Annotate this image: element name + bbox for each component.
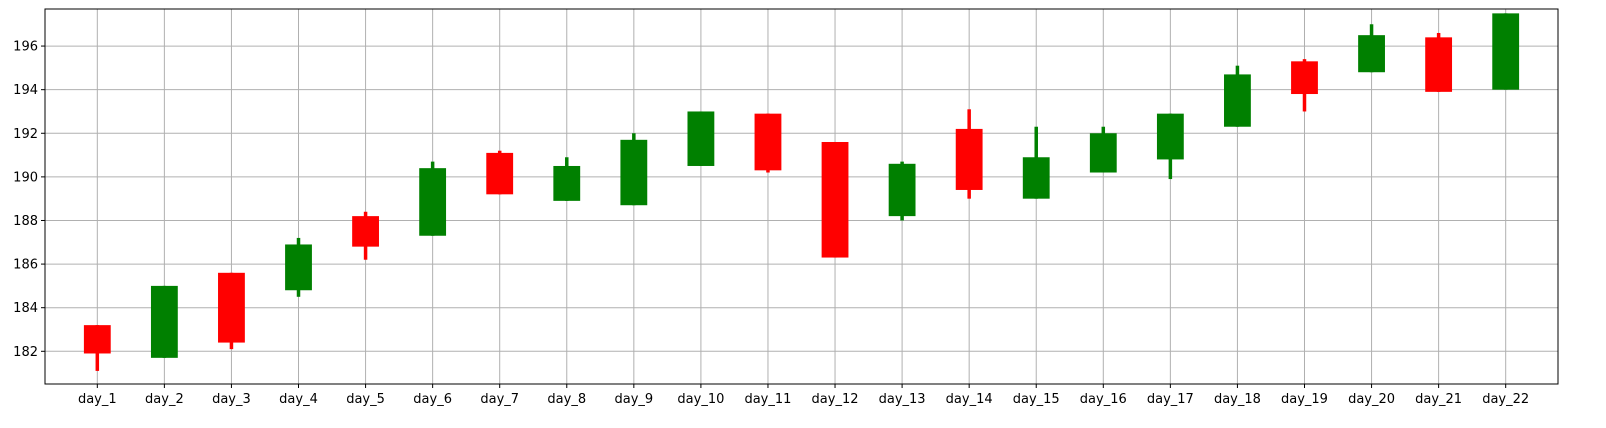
plot-frame <box>44 8 1559 385</box>
candle-body <box>1291 61 1318 95</box>
candle-body <box>687 111 715 166</box>
x-tick-label: day_6 <box>413 392 452 407</box>
x-tick-label: day_21 <box>1415 392 1462 407</box>
y-tick-label: 194 <box>13 83 38 98</box>
y-tick-label: 190 <box>13 170 38 185</box>
x-tick-label: day_9 <box>614 392 653 407</box>
candle-body <box>821 141 849 258</box>
candle-body <box>486 152 514 195</box>
candle-body <box>83 325 111 354</box>
y-tick-label: 184 <box>13 301 38 316</box>
y-tick-label: 188 <box>13 214 38 229</box>
candle-layer <box>83 13 1520 371</box>
candle-body <box>1358 35 1385 73</box>
candle-body <box>1425 37 1453 92</box>
candle-body <box>955 128 983 190</box>
candle-body <box>754 113 782 171</box>
x-tick-label: day_18 <box>1214 392 1261 407</box>
x-tick-label: day_20 <box>1348 392 1395 407</box>
candle-body <box>218 272 245 343</box>
candle-body <box>285 244 312 291</box>
x-tick-label: day_4 <box>279 392 318 407</box>
y-tick-label: 192 <box>13 127 38 142</box>
x-tick-label: day_1 <box>78 392 117 407</box>
x-tick-label: day_12 <box>812 392 859 407</box>
candle-body <box>620 139 648 206</box>
candle-body <box>1089 133 1117 173</box>
candle-body <box>352 216 379 247</box>
x-tick-label: day_2 <box>145 392 184 407</box>
x-tick-label: day_11 <box>744 392 791 407</box>
candle-body <box>1022 157 1050 199</box>
y-tick-label: 182 <box>13 345 38 360</box>
y-tick-label: 196 <box>13 40 38 55</box>
x-tick-label: day_16 <box>1080 392 1127 407</box>
candle-body <box>419 168 447 236</box>
grid-layer <box>45 9 1558 384</box>
x-tick-label: day_13 <box>879 392 926 407</box>
x-tick-label: day_7 <box>480 392 519 407</box>
x-axis-ticks: day_1 day_2 day_3 day_4 day_5 day_6 day_7 day_8… <box>78 384 1529 407</box>
x-tick-label: day_3 <box>212 392 251 407</box>
candle-body <box>888 163 916 217</box>
x-tick-label: day_19 <box>1281 392 1328 407</box>
x-tick-label: day_5 <box>346 392 385 407</box>
y-axis-ticks: 182 184 186 188 190 192 194 196 <box>13 40 45 360</box>
candle-body <box>1492 13 1520 90</box>
candle-body <box>1156 113 1184 160</box>
y-tick-label: 186 <box>13 258 38 273</box>
x-tick-label: day_17 <box>1147 392 1194 407</box>
x-tick-label: day_22 <box>1482 392 1529 407</box>
x-tick-label: day_10 <box>677 392 724 407</box>
x-tick-label: day_14 <box>946 392 993 407</box>
candle-body <box>150 285 178 358</box>
candle-body <box>553 165 581 201</box>
candle-body <box>1224 74 1251 127</box>
x-tick-label: day_8 <box>547 392 586 407</box>
x-tick-label: day_15 <box>1013 392 1060 407</box>
